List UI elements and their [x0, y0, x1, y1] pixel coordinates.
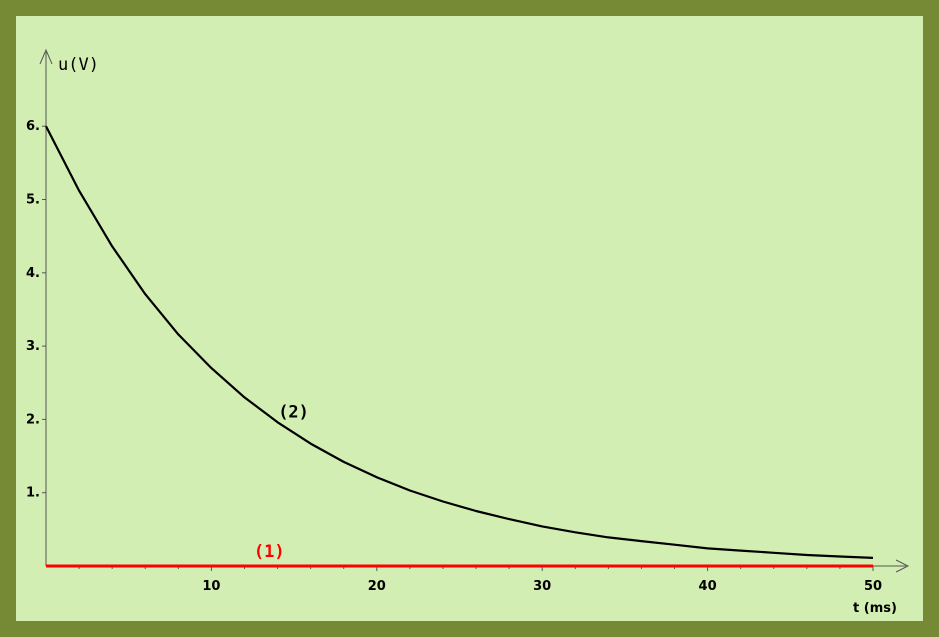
y-tick-label: 5.	[26, 193, 40, 208]
x-tick-label: 30	[533, 579, 551, 594]
y-tick-label: 6.	[26, 119, 40, 134]
y-tick-label: 3.	[26, 339, 40, 354]
y-axis-title: u(V)	[58, 55, 99, 75]
y-axis-arrow	[39, 48, 53, 65]
y-tick-label: 2.	[26, 412, 40, 427]
ticks: 10 20 30 40 50 1. 2. 3. 4. 5. 6.	[26, 119, 882, 594]
y-tick-label: 4.	[26, 266, 40, 281]
series-label-1: (1)	[254, 542, 285, 562]
y-tick-label: 1.	[26, 486, 40, 501]
x-tick-label: 20	[368, 579, 386, 594]
series-lines: (1) (2)	[45, 125, 874, 568]
axes	[39, 48, 910, 573]
series-line-2	[45, 125, 874, 559]
x-tick-label: 50	[864, 579, 882, 594]
x-axis-title: t (ms)	[853, 601, 897, 616]
x-tick-label: 10	[202, 579, 220, 594]
series-label-2: (2)	[278, 402, 309, 422]
x-axis-arrow	[895, 559, 910, 573]
x-tick-label: 40	[699, 579, 717, 594]
